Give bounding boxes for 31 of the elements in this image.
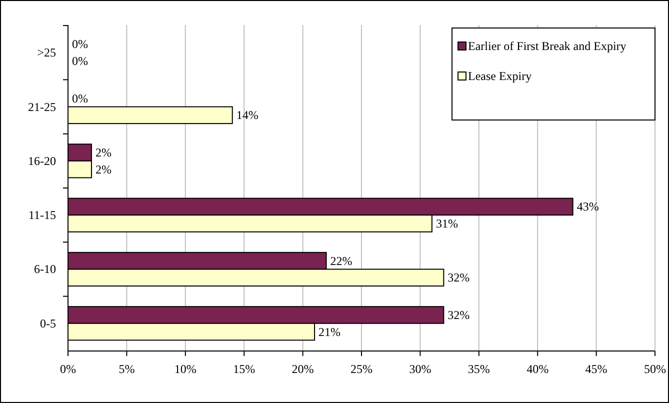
x-tick-label: 50% (644, 362, 666, 376)
x-tick-label: 30% (409, 362, 432, 376)
data-label: 32% (448, 308, 470, 322)
x-tick-label: 15% (233, 362, 256, 376)
x-tick-label: 25% (350, 362, 372, 376)
y-tick-label: 11-15 (28, 208, 56, 222)
y-tick-label: 0-5 (40, 316, 56, 330)
x-tick-label: 5% (118, 362, 135, 376)
y-tick-label: 16-20 (28, 154, 56, 168)
legend-label: Lease Expiry (468, 69, 532, 83)
x-tick-label: 0% (60, 362, 76, 376)
legend-label: Earlier of First Break and Expiry (468, 39, 626, 53)
data-label: 14% (236, 108, 258, 122)
x-tick-label: 45% (585, 362, 608, 376)
x-tick-label: 35% (468, 362, 490, 376)
data-label: 43% (576, 200, 599, 214)
data-label: 0% (72, 54, 88, 68)
data-label: 21% (318, 324, 341, 339)
data-label: 2% (95, 162, 112, 176)
y-tick-label: >25 (37, 46, 56, 60)
data-label: 31% (436, 216, 458, 230)
x-tick-label: 40% (526, 362, 549, 376)
x-tick-label: 10% (174, 362, 196, 376)
data-label: 32% (448, 270, 470, 285)
y-tick-label: 21-25 (28, 100, 56, 114)
x-tick-label: 20% (292, 362, 314, 376)
data-label: 0% (72, 37, 88, 52)
data-label: 2% (95, 146, 112, 160)
data-label: 0% (72, 91, 88, 106)
y-tick-label: 6-10 (34, 262, 56, 276)
data-label: 22% (330, 254, 352, 268)
